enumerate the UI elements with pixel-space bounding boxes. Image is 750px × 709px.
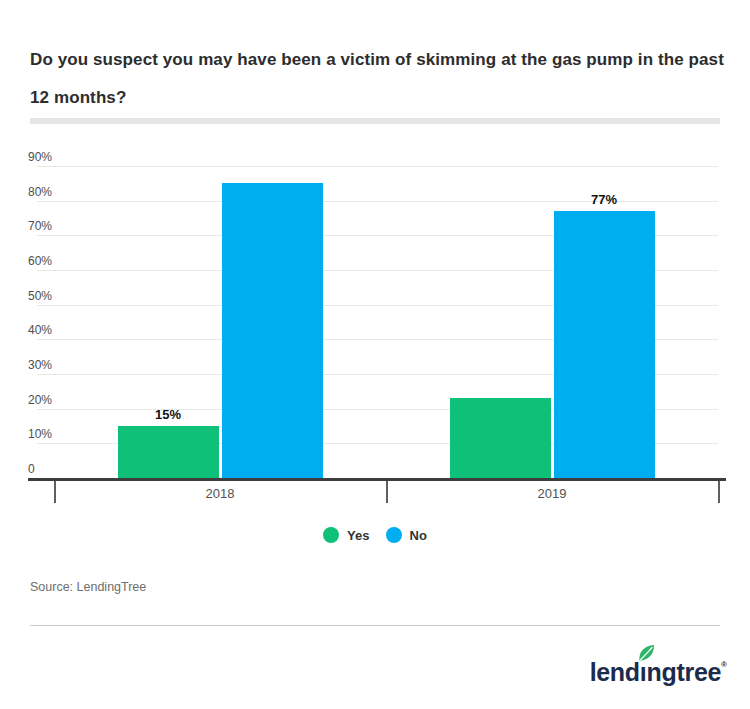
legend-item-yes: Yes <box>323 527 369 543</box>
logo-letter-i: ı <box>640 658 647 687</box>
legend-label: Yes <box>347 528 369 543</box>
bar-2018-no <box>222 183 323 478</box>
registered-mark: ® <box>721 660 727 669</box>
bar-value-label: 15% <box>123 407 213 423</box>
x-axis-category-label: 2019 <box>492 486 612 501</box>
y-axis-tick-label: 10% <box>28 427 52 441</box>
lendingtree-logo: lendıngtree® <box>590 658 727 687</box>
x-axis-line <box>28 478 726 481</box>
y-axis-tick-label: 0 <box>28 462 35 476</box>
y-axis-tick-label: 70% <box>28 219 52 233</box>
logo-text-ngtree: ngtree <box>646 658 721 686</box>
y-axis-tick-label: 30% <box>28 358 52 372</box>
legend-dot-no <box>386 527 402 543</box>
logo-text-lend: lend <box>590 658 640 686</box>
y-axis-tick-label: 90% <box>28 150 52 164</box>
bar-value-label: 77% <box>559 192 649 208</box>
footer-divider <box>30 625 720 626</box>
chart-legend: Yes No <box>0 527 750 543</box>
title-divider <box>30 118 720 124</box>
skimming-survey-infographic: Do you suspect you may have been a victi… <box>0 0 750 709</box>
legend-item-no: No <box>386 527 427 543</box>
bar-chart: 10% 20% 30% 40% 50% 60% 70% 80% 90% 0 15% 77% 2018 20… <box>0 145 750 513</box>
x-axis-category-label: 2018 <box>160 486 280 501</box>
chart-title: Do you suspect you may have been a victi… <box>30 41 730 117</box>
x-axis-tick <box>54 481 56 503</box>
y-axis-tick-label: 60% <box>28 254 52 268</box>
x-axis-tick <box>718 481 720 503</box>
x-axis-tick <box>386 481 388 503</box>
legend-label: No <box>410 528 427 543</box>
y-axis-tick-label: 80% <box>28 185 52 199</box>
y-axis-tick-label: 50% <box>28 289 52 303</box>
legend-dot-yes <box>323 527 339 543</box>
source-note: Source: LendingTree <box>30 580 146 594</box>
gridline <box>37 166 718 167</box>
leaf-icon <box>636 643 657 663</box>
bar-2018-yes <box>118 426 219 478</box>
bar-2019-no <box>554 211 655 478</box>
bar-2019-yes <box>450 398 551 478</box>
y-axis-tick-label: 20% <box>28 393 52 407</box>
y-axis-tick-label: 40% <box>28 323 52 337</box>
